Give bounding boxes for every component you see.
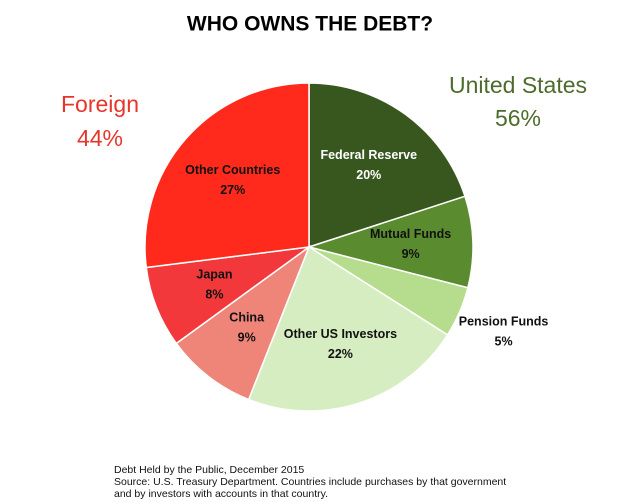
slice-value-label: 22% [328, 347, 353, 361]
group-value-label: 44% [77, 125, 123, 151]
note: Debt Held by the Public, December 2015 [114, 464, 304, 476]
slice-label: Pension Funds [459, 314, 549, 328]
pie-slice [144, 82, 310, 269]
pie-slice [247, 245, 449, 412]
note: Source: U.S. Treasury Department. Countr… [114, 476, 506, 488]
slice-label: China [229, 311, 265, 325]
slice-value-label: 5% [495, 334, 513, 348]
slice-value-label: 8% [205, 288, 223, 302]
slice-value-label: 9% [402, 247, 420, 261]
slice-label: Federal Reserve [320, 148, 417, 162]
slice-label: Other US Investors [284, 327, 397, 341]
pie-slice [306, 195, 474, 289]
chart-title: WHO OWNS THE DEBT? [187, 13, 433, 36]
slice-value-label: 20% [356, 168, 381, 182]
pie-slice [308, 82, 466, 249]
group-label: United States [449, 72, 587, 98]
slice-label: Japan [196, 268, 232, 282]
slice-label: Mutual Funds [370, 227, 451, 241]
note: and by investors with accounts in that c… [114, 488, 328, 500]
group-label: Foreign [61, 91, 139, 117]
group-value-label: 56% [495, 105, 541, 131]
slice-value-label: 9% [238, 331, 256, 345]
slice-value-label: 27% [220, 183, 245, 197]
slice-label: Other Countries [185, 163, 280, 177]
pie-slice [175, 244, 311, 401]
